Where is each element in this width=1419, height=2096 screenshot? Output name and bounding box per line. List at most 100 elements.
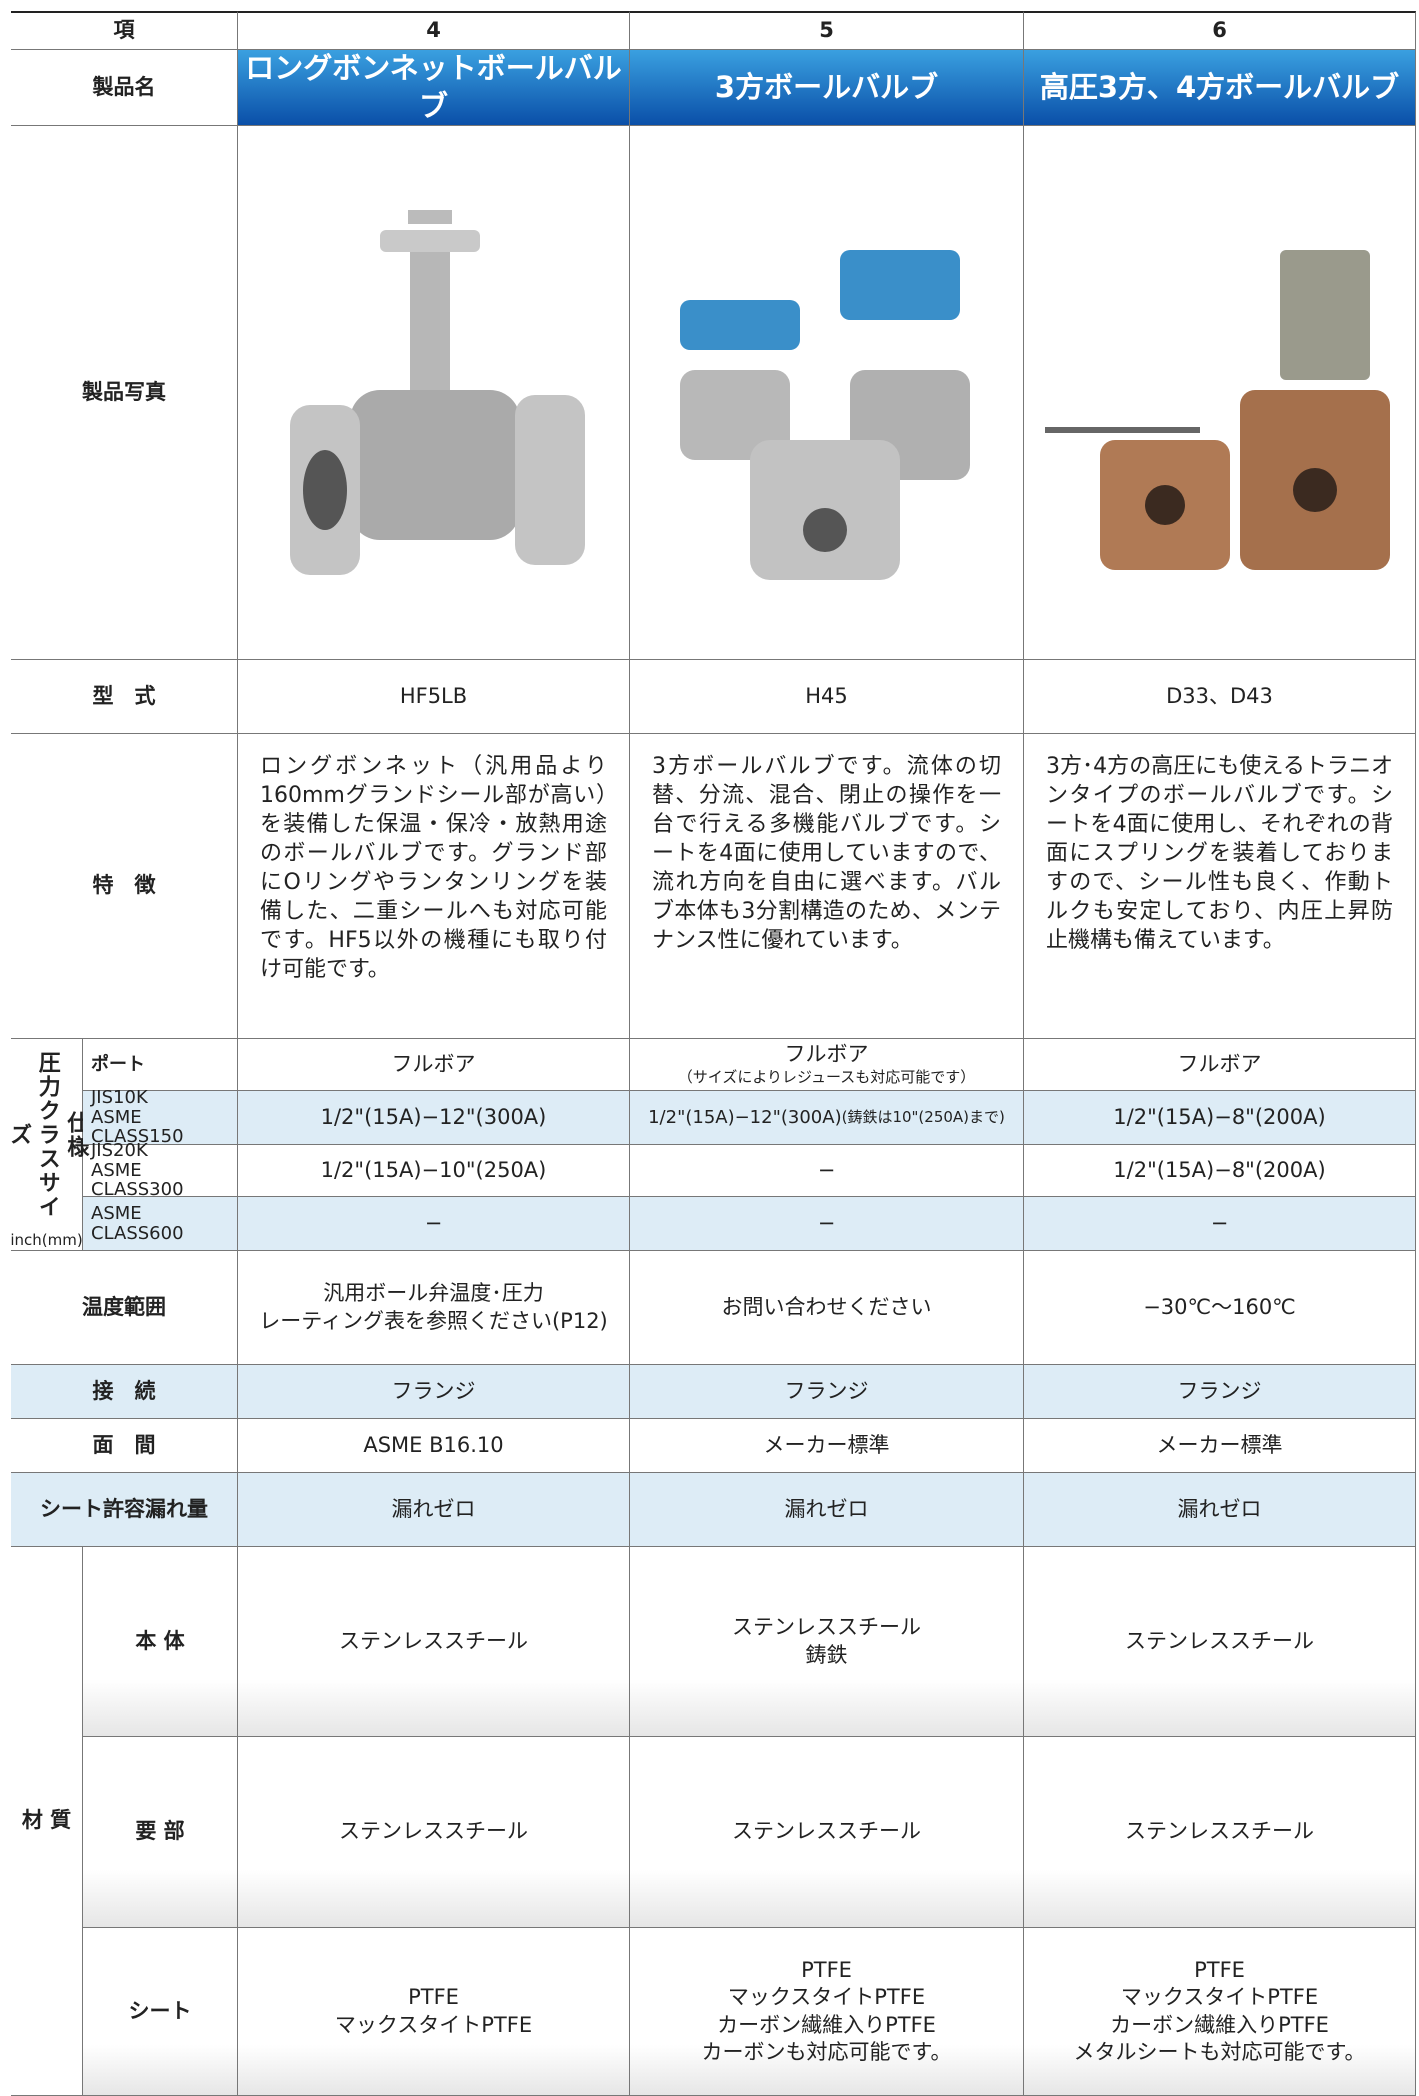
cell: 1/2"(15A)−12"(300A)	[238, 1091, 630, 1145]
text: inch(mm)	[10, 1230, 83, 1249]
text: フランジ	[391, 1378, 476, 1403]
text: 漏れゼロ	[784, 1496, 869, 1521]
text: 本 体	[135, 1628, 185, 1653]
text: 1/2"(15A)−8"(200A)	[1113, 1104, 1326, 1129]
text: 3方ボールバルブです。流体の切替、分流、混合、閉止の操作を一台で行える多機能バル…	[652, 754, 1001, 954]
text: フルボア	[391, 1051, 476, 1076]
row-label: 製品名	[11, 50, 238, 126]
cell: ロングボンネット（汎用品より160mmグランドシール部が高い）を装備した保温・保…	[238, 734, 630, 1039]
text-line: ステンレススチール	[732, 1615, 921, 1640]
text-line: PTFE	[801, 1957, 852, 1982]
photo-cell	[1024, 126, 1416, 660]
photo-cell	[630, 126, 1024, 660]
photo-cell	[238, 126, 630, 660]
cell: ステンレススチール	[238, 1737, 630, 1928]
row-label: 製品写真	[11, 126, 238, 660]
text: 圧力クラスサイズ	[6, 1050, 60, 1219]
text: −	[424, 1210, 443, 1235]
sub-label: JIS20K ASME CLASS300	[83, 1141, 238, 1200]
cell: −	[630, 1145, 1024, 1197]
cell: ロングボンネットボールバルブ	[238, 50, 630, 126]
cell: フランジ	[630, 1365, 1024, 1419]
cell: −30℃〜160℃	[1024, 1251, 1416, 1365]
text-line: JIS20K	[91, 1139, 148, 1161]
sub-label: 本 体	[83, 1547, 238, 1737]
cell: ステンレススチール 鋳鉄	[630, 1547, 1024, 1737]
text: 製品名	[92, 74, 156, 99]
cell: ステンレススチール	[1024, 1547, 1416, 1737]
text: 1/2"(15A)−12"(300A)	[648, 1106, 842, 1128]
text: 4	[426, 18, 441, 43]
cell: PTFE マックスタイトPTFE カーボン繊維入りPTFE カーボンも対応可能です。	[630, 1928, 1024, 2096]
sub-label: 要 部	[83, 1737, 238, 1928]
text: HF5LB	[399, 683, 468, 708]
text: 特 徴	[92, 873, 156, 898]
sub-label: ポート	[83, 1039, 238, 1091]
header-col: 6	[1024, 11, 1416, 50]
vertical-label: 仕様 圧力クラスサイズ	[4, 1039, 90, 1231]
cell: 3方ボールバルブです。流体の切替、分流、混合、閉止の操作を一台で行える多機能バル…	[630, 734, 1024, 1039]
row-label: 接 続	[11, 1365, 238, 1419]
text: ステンレススチール	[732, 1819, 921, 1844]
text: ポート	[91, 1053, 145, 1075]
text-line: ASME CLASS150	[91, 1106, 184, 1148]
cell: 漏れゼロ	[238, 1473, 630, 1547]
cell: 高圧3方、4方ボールバルブ	[1024, 50, 1416, 126]
cell: D33、D43	[1024, 660, 1416, 734]
text-line: PTFE	[1194, 1957, 1245, 1982]
text-line: PTFE	[408, 1985, 459, 2010]
sub-label: シート	[83, 1928, 238, 2096]
text: 要 部	[135, 1819, 185, 1844]
text-line: カーボン繊維入りPTFE	[1110, 2012, 1329, 2037]
text: (鋳鉄は10"(250A)まで)	[841, 1107, 1005, 1126]
text-line: マックスタイトPTFE	[1120, 1985, 1319, 2010]
text: ステンレススチール	[1125, 1819, 1314, 1844]
photo-long-bonnet-valve	[290, 210, 585, 575]
text: メーカー標準	[1156, 1432, 1283, 1457]
text: シート	[128, 1998, 192, 2023]
cell: H45	[630, 660, 1024, 734]
text-line: カーボンも対応可能です。	[701, 2039, 952, 2064]
text: −30℃〜160℃	[1143, 1294, 1296, 1319]
text-line: マックスタイトPTFE	[334, 2012, 533, 2037]
cell: お問い合わせください	[630, 1251, 1024, 1365]
cell: ステンレススチール	[630, 1737, 1024, 1928]
cell: ASME B16.10	[238, 1419, 630, 1473]
cell: HF5LB	[238, 660, 630, 734]
material-label: 材 質	[11, 1547, 83, 2096]
header-label: 項	[11, 11, 238, 50]
text: ロングボンネット（汎用品より160mmグランドシール部が高い）を装備した保温・保…	[260, 754, 607, 983]
text: お問い合わせください	[721, 1294, 932, 1319]
cell: フルボア	[1024, 1039, 1416, 1091]
photo-3way-valve	[680, 250, 970, 580]
text: ステンレススチール	[339, 1819, 528, 1844]
text-line: JIS10K	[91, 1086, 148, 1108]
cell: フルボア	[238, 1039, 630, 1091]
text-line: カーボン繊維入りPTFE	[717, 2012, 936, 2037]
text: ロングボンネットボールバルブ	[245, 50, 622, 123]
text-line: レーティング表を参照ください(P12)	[259, 1308, 608, 1333]
cell: 汎用ボール弁温度･圧力 レーティング表を参照ください(P12)	[238, 1251, 630, 1365]
text: 項	[113, 18, 135, 43]
text: シート許容漏れ量	[40, 1496, 208, 1521]
text: ステンレススチール	[339, 1628, 528, 1653]
cell: PTFE マックスタイトPTFE カーボン繊維入りPTFE メタルシートも対応可能です…	[1024, 1928, 1416, 2096]
text: ステンレススチール	[1125, 1628, 1314, 1653]
text: ASME CLASS600	[91, 1202, 184, 1244]
text: 高圧3方、4方ボールバルブ	[1039, 69, 1400, 104]
cell: 3方ボールバルブ	[630, 50, 1024, 126]
cell: フランジ	[1024, 1365, 1416, 1419]
text: −	[817, 1157, 836, 1182]
text: H45	[805, 683, 848, 708]
cell: フランジ	[238, 1365, 630, 1419]
header-col: 5	[630, 11, 1024, 50]
text-line: マックスタイトPTFE	[727, 1985, 926, 2010]
text: −	[817, 1210, 836, 1235]
text-line: 鋳鉄	[805, 1642, 848, 1667]
row-label: 面 間	[11, 1419, 238, 1473]
text: フルボア	[1177, 1051, 1262, 1076]
pressure-class-label: 仕様 圧力クラスサイズ inch(mm)	[6, 1039, 88, 1251]
cell: 1/2"(15A)−12"(300A) (鋳鉄は10"(250A)まで)	[630, 1091, 1024, 1145]
text: 接 続	[92, 1378, 156, 1403]
